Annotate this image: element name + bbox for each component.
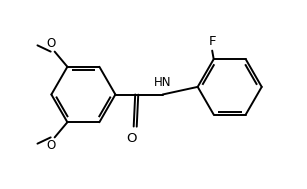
Text: O: O	[46, 37, 56, 50]
Text: F: F	[208, 35, 216, 48]
Text: HN: HN	[154, 76, 171, 89]
Text: O: O	[126, 132, 137, 145]
Text: O: O	[46, 139, 56, 152]
